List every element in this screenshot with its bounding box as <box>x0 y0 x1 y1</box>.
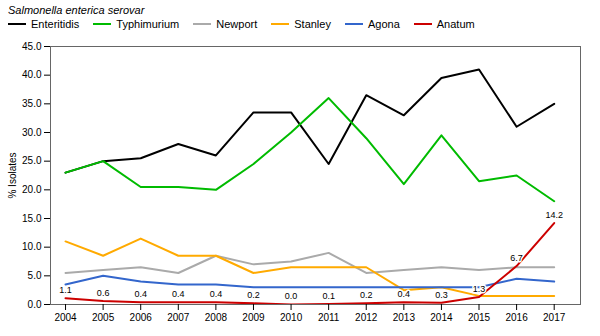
svg-text:2010: 2010 <box>280 312 303 323</box>
svg-text:14.2: 14.2 <box>545 210 563 220</box>
svg-text:0.4: 0.4 <box>210 289 223 299</box>
svg-text:2017: 2017 <box>543 312 566 323</box>
svg-text:1.1: 1.1 <box>59 285 72 295</box>
svg-text:2013: 2013 <box>393 312 416 323</box>
svg-text:10.0: 10.0 <box>22 241 42 252</box>
html-text:Stanley: Stanley <box>294 18 331 30</box>
svg-text:% Isolates: % Isolates <box>7 152 18 198</box>
svg-text:2014: 2014 <box>430 312 453 323</box>
svg-text:25.0: 25.0 <box>22 155 42 166</box>
html-text:Typhimurium: Typhimurium <box>116 18 180 30</box>
svg-text:0.0: 0.0 <box>285 291 298 301</box>
svg-text:45.0: 45.0 <box>22 41 42 52</box>
svg-text:0.6: 0.6 <box>97 288 110 298</box>
html-text:Newport: Newport <box>216 18 258 30</box>
svg-text:0.2: 0.2 <box>247 290 260 300</box>
html-text:Salmonella enterica serovar: Salmonella enterica serovar <box>8 4 145 16</box>
svg-text:1.3: 1.3 <box>473 284 486 294</box>
html-text:Enteritidis: Enteritidis <box>31 18 80 30</box>
svg-text:2015: 2015 <box>468 312 491 323</box>
svg-text:20.0: 20.0 <box>22 184 42 195</box>
svg-text:2016: 2016 <box>505 312 528 323</box>
svg-text:0.4: 0.4 <box>172 289 185 299</box>
svg-text:2007: 2007 <box>167 312 190 323</box>
svg-text:2012: 2012 <box>355 312 378 323</box>
svg-text:0.3: 0.3 <box>435 290 448 300</box>
svg-text:5.0: 5.0 <box>28 270 42 281</box>
svg-text:2011: 2011 <box>318 312 340 323</box>
svg-text:0.1: 0.1 <box>322 291 335 301</box>
svg-text:15.0: 15.0 <box>22 213 42 224</box>
html-text:Agona: Agona <box>367 18 400 30</box>
svg-text:0.4: 0.4 <box>134 289 147 299</box>
svg-text:30.0: 30.0 <box>22 127 42 138</box>
svg-text:0.0: 0.0 <box>28 299 42 310</box>
svg-text:2009: 2009 <box>242 312 265 323</box>
svg-text:2005: 2005 <box>92 312 115 323</box>
html-text:Anatum: Anatum <box>436 18 475 30</box>
svg-text:35.0: 35.0 <box>22 98 42 109</box>
svg-text:2004: 2004 <box>54 312 77 323</box>
svg-text:40.0: 40.0 <box>22 69 42 80</box>
svg-text:2006: 2006 <box>130 312 153 323</box>
svg-text:6.7: 6.7 <box>510 253 523 263</box>
svg-text:0.4: 0.4 <box>398 289 411 299</box>
svg-text:0.2: 0.2 <box>360 290 373 300</box>
svg-text:2008: 2008 <box>205 312 228 323</box>
